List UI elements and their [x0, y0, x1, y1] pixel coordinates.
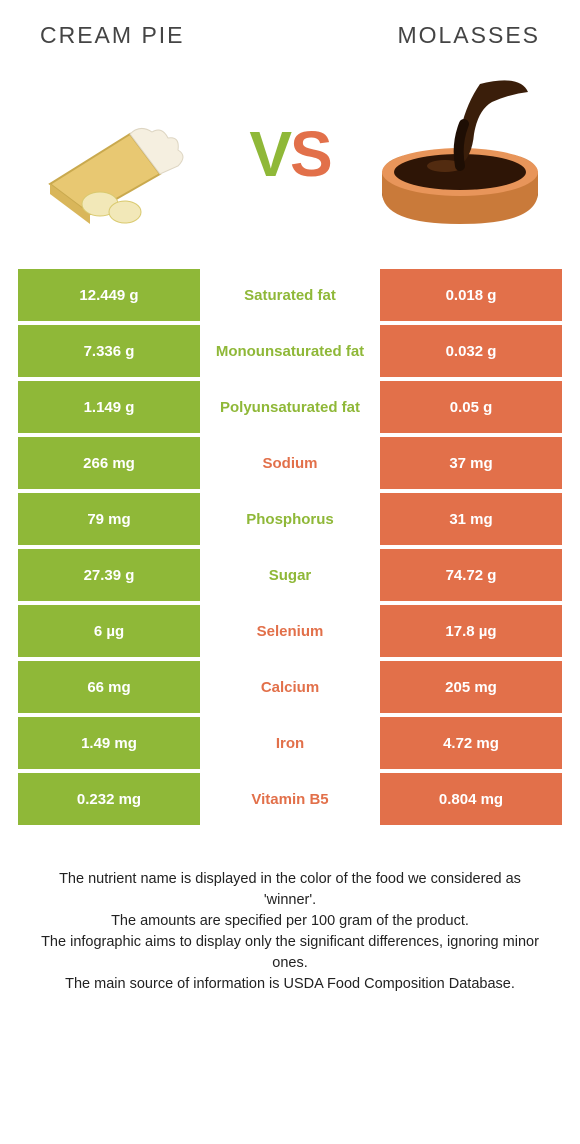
nutrient-name-cell: Phosphorus — [200, 493, 380, 545]
right-value-cell: 205 mg — [380, 661, 562, 713]
nutrient-name-cell: Sodium — [200, 437, 380, 489]
left-value-cell: 27.39 g — [18, 549, 200, 601]
left-value-cell: 266 mg — [18, 437, 200, 489]
images-row: VS — [0, 49, 580, 269]
nutrient-name-cell: Polyunsaturated fat — [200, 381, 380, 433]
molasses-icon — [360, 74, 550, 234]
left-value-cell: 12.449 g — [18, 269, 200, 321]
right-value-cell: 17.8 µg — [380, 605, 562, 657]
footer-line-2: The amounts are specified per 100 gram o… — [38, 911, 542, 932]
right-value-cell: 0.804 mg — [380, 773, 562, 825]
nutrient-name-cell: Monounsaturated fat — [200, 325, 380, 377]
footer-notes: The nutrient name is displayed in the co… — [0, 829, 580, 995]
table-row: 79 mgPhosphorus31 mg — [18, 493, 562, 545]
left-value-cell: 66 mg — [18, 661, 200, 713]
left-value-cell: 7.336 g — [18, 325, 200, 377]
table-row: 12.449 gSaturated fat0.018 g — [18, 269, 562, 321]
right-value-cell: 0.032 g — [380, 325, 562, 377]
left-food-title: Cream Pie — [40, 22, 185, 49]
left-value-cell: 79 mg — [18, 493, 200, 545]
left-value-cell: 6 µg — [18, 605, 200, 657]
right-value-cell: 0.018 g — [380, 269, 562, 321]
footer-line-4: The main source of information is USDA F… — [38, 974, 542, 995]
table-row: 266 mgSodium37 mg — [18, 437, 562, 489]
table-row: 1.149 gPolyunsaturated fat0.05 g — [18, 381, 562, 433]
table-row: 1.49 mgIron4.72 mg — [18, 717, 562, 769]
right-value-cell: 37 mg — [380, 437, 562, 489]
left-value-cell: 0.232 mg — [18, 773, 200, 825]
nutrient-table: 12.449 gSaturated fat0.018 g7.336 gMonou… — [0, 269, 580, 825]
right-value-cell: 0.05 g — [380, 381, 562, 433]
cream-pie-image — [30, 74, 220, 234]
right-value-cell: 74.72 g — [380, 549, 562, 601]
left-value-cell: 1.149 g — [18, 381, 200, 433]
molasses-image — [360, 74, 550, 234]
left-value-cell: 1.49 mg — [18, 717, 200, 769]
right-value-cell: 31 mg — [380, 493, 562, 545]
header-row: Cream Pie Molasses — [0, 0, 580, 49]
nutrient-name-cell: Calcium — [200, 661, 380, 713]
table-row: 7.336 gMonounsaturated fat0.032 g — [18, 325, 562, 377]
footer-line-3: The infographic aims to display only the… — [38, 932, 542, 974]
right-food-title: Molasses — [397, 22, 540, 49]
table-row: 6 µgSelenium17.8 µg — [18, 605, 562, 657]
vs-label: VS — [249, 117, 330, 191]
nutrient-name-cell: Saturated fat — [200, 269, 380, 321]
footer-line-1: The nutrient name is displayed in the co… — [38, 869, 542, 911]
nutrient-name-cell: Sugar — [200, 549, 380, 601]
table-row: 0.232 mgVitamin B50.804 mg — [18, 773, 562, 825]
right-value-cell: 4.72 mg — [380, 717, 562, 769]
vs-s: S — [290, 117, 331, 191]
table-row: 27.39 gSugar74.72 g — [18, 549, 562, 601]
vs-v: V — [249, 117, 290, 191]
nutrient-name-cell: Iron — [200, 717, 380, 769]
nutrient-name-cell: Selenium — [200, 605, 380, 657]
nutrient-name-cell: Vitamin B5 — [200, 773, 380, 825]
table-row: 66 mgCalcium205 mg — [18, 661, 562, 713]
cream-pie-icon — [30, 74, 220, 234]
